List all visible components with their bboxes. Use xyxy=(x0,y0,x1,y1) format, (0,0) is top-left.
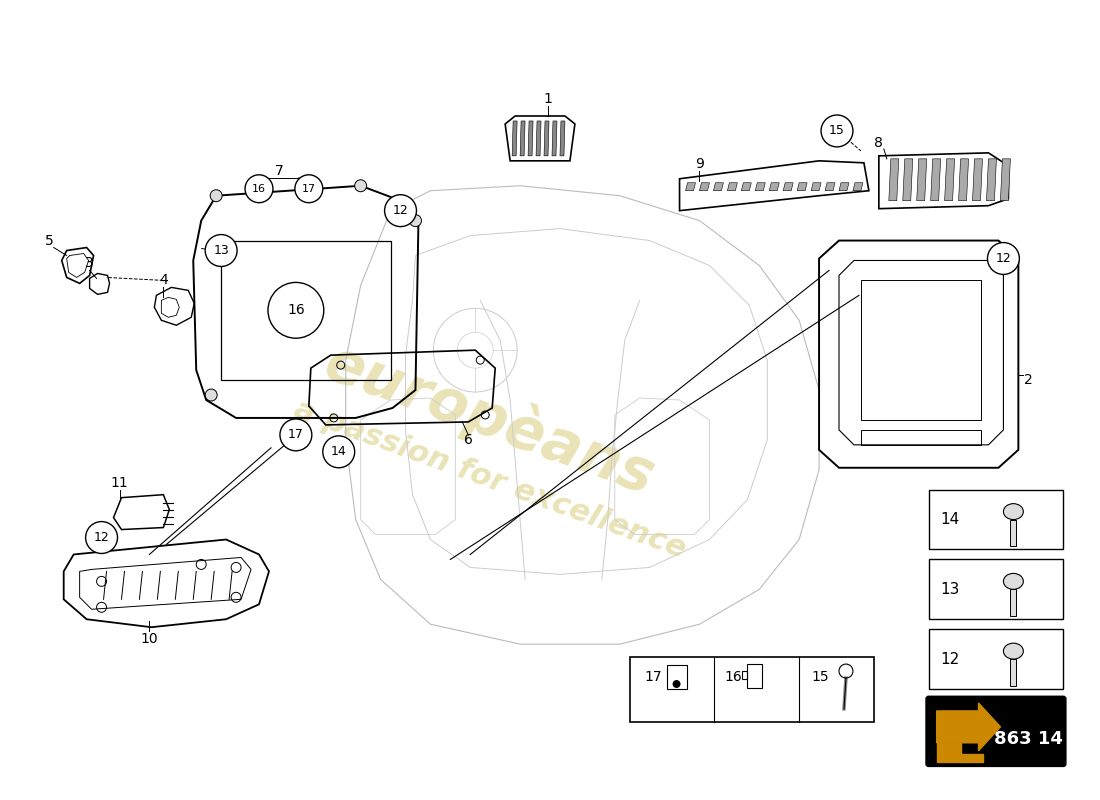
Circle shape xyxy=(206,234,238,266)
Polygon shape xyxy=(741,182,751,190)
Text: a passion for excellence: a passion for excellence xyxy=(290,395,690,564)
Text: 863 14: 863 14 xyxy=(994,730,1063,748)
Text: 6: 6 xyxy=(464,433,473,447)
Circle shape xyxy=(86,522,118,554)
Polygon shape xyxy=(700,182,710,190)
Polygon shape xyxy=(1011,659,1016,686)
Text: 1: 1 xyxy=(543,92,552,106)
Circle shape xyxy=(409,214,421,226)
Polygon shape xyxy=(544,121,549,156)
Circle shape xyxy=(322,436,354,468)
Text: 11: 11 xyxy=(111,476,129,490)
Polygon shape xyxy=(727,182,737,190)
Polygon shape xyxy=(903,159,913,201)
Polygon shape xyxy=(839,182,849,190)
Text: 12: 12 xyxy=(940,651,960,666)
Polygon shape xyxy=(552,121,557,156)
Polygon shape xyxy=(811,182,821,190)
Text: 4: 4 xyxy=(160,274,167,287)
Text: 7: 7 xyxy=(275,164,284,178)
Ellipse shape xyxy=(1003,643,1023,659)
Circle shape xyxy=(295,174,322,202)
Circle shape xyxy=(354,180,366,192)
Polygon shape xyxy=(769,182,779,190)
Ellipse shape xyxy=(1003,574,1023,590)
Text: 13: 13 xyxy=(213,244,229,257)
Circle shape xyxy=(385,194,417,226)
Text: 13: 13 xyxy=(940,582,960,597)
Circle shape xyxy=(268,282,323,338)
Text: 12: 12 xyxy=(393,204,408,217)
Circle shape xyxy=(206,389,217,401)
Polygon shape xyxy=(958,159,968,201)
Polygon shape xyxy=(756,182,766,190)
Polygon shape xyxy=(931,159,940,201)
Text: 12: 12 xyxy=(94,531,109,544)
Polygon shape xyxy=(972,159,982,201)
Circle shape xyxy=(672,680,681,688)
Polygon shape xyxy=(685,182,695,190)
Polygon shape xyxy=(560,121,565,156)
Polygon shape xyxy=(889,159,899,201)
Polygon shape xyxy=(520,121,525,156)
Polygon shape xyxy=(987,159,997,201)
Text: 17: 17 xyxy=(645,670,662,684)
Polygon shape xyxy=(536,121,541,156)
Circle shape xyxy=(245,174,273,202)
Polygon shape xyxy=(1011,590,1016,616)
Text: 16: 16 xyxy=(725,670,742,684)
Polygon shape xyxy=(513,121,517,156)
Polygon shape xyxy=(916,159,926,201)
Ellipse shape xyxy=(1003,504,1023,519)
Circle shape xyxy=(988,242,1020,274)
Circle shape xyxy=(210,190,222,202)
Text: 9: 9 xyxy=(695,157,704,171)
Text: 17: 17 xyxy=(301,184,316,194)
Polygon shape xyxy=(937,743,983,762)
Polygon shape xyxy=(825,182,835,190)
Polygon shape xyxy=(714,182,724,190)
Text: 3: 3 xyxy=(85,257,94,270)
Text: 15: 15 xyxy=(811,670,828,684)
Text: europèans: europèans xyxy=(317,333,663,507)
Polygon shape xyxy=(1011,519,1016,546)
FancyBboxPatch shape xyxy=(926,697,1065,766)
Polygon shape xyxy=(852,182,862,190)
Polygon shape xyxy=(798,182,807,190)
Text: 10: 10 xyxy=(141,632,158,646)
Text: 16: 16 xyxy=(252,184,266,194)
Text: 12: 12 xyxy=(996,252,1011,265)
Circle shape xyxy=(821,115,852,147)
Polygon shape xyxy=(1000,159,1011,201)
Polygon shape xyxy=(783,182,793,190)
Text: 16: 16 xyxy=(287,303,305,318)
Text: 14: 14 xyxy=(940,512,960,527)
Text: 14: 14 xyxy=(331,446,346,458)
Text: 8: 8 xyxy=(874,136,883,150)
Text: 5: 5 xyxy=(45,234,54,247)
Polygon shape xyxy=(528,121,534,156)
Circle shape xyxy=(279,419,311,451)
Text: 2: 2 xyxy=(1024,373,1033,387)
Text: 17: 17 xyxy=(288,428,304,442)
Text: 15: 15 xyxy=(829,125,845,138)
Polygon shape xyxy=(945,159,955,201)
Polygon shape xyxy=(937,703,1000,750)
